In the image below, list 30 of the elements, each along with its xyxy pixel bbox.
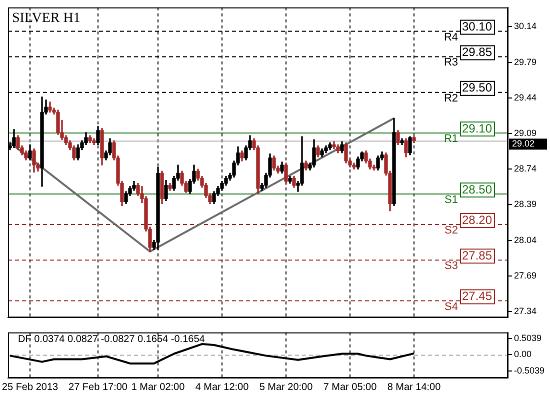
ref-line-label: R3 29.85: [444, 45, 492, 69]
ref-line-label: R4 30.10: [444, 20, 492, 44]
x-tick-label: 4 Mar 12:00: [195, 382, 250, 393]
chart-title: SILVER H1: [12, 11, 80, 26]
y-tick-label: 27.69: [514, 270, 537, 280]
y-tick-label: 30.14: [514, 21, 537, 32]
ref-line-label: R1 29.10: [444, 121, 492, 146]
y-tick-label: 29.79: [514, 56, 537, 67]
x-tick-label: 5 Mar 20:00: [259, 382, 314, 393]
ref-line-label: R2 29.50: [444, 80, 492, 104]
y-tick-label: 0.5039: [514, 332, 542, 343]
y-tick-label: 28.74: [514, 164, 537, 174]
y-tick-label: 29.44: [514, 92, 537, 102]
x-tick-label: 1 Mar 02:00: [131, 382, 186, 393]
x-tick-label: 8 Mar 14:00: [387, 382, 442, 393]
chart-title: DF 0.0374 0.0827 -0.0827 0.1654 -0.1654: [18, 334, 206, 346]
ref-line-label: S4 27.45: [444, 289, 492, 313]
x-tick-label: 7 Mar 05:00: [323, 382, 378, 393]
ref-line-label: S3 27.85: [444, 248, 492, 272]
y-tick-label: 29.09: [514, 128, 537, 138]
x-tick-label: 25 Feb 2013: [2, 382, 59, 393]
y-tick-label: -0.5039: [514, 365, 545, 376]
y-tick-label: 27.34: [514, 306, 537, 316]
y-tick-label: 0.00: [514, 349, 532, 360]
ref-line-label: 29.02: [512, 138, 535, 149]
y-tick-label: 28.39: [514, 199, 537, 210]
ref-line-label: S2 28.20: [444, 212, 492, 237]
y-tick-label: 28.04: [514, 234, 537, 245]
ref-line-label: S1 28.50: [444, 182, 492, 206]
x-tick-label: 27 Feb 17:00: [68, 382, 128, 393]
